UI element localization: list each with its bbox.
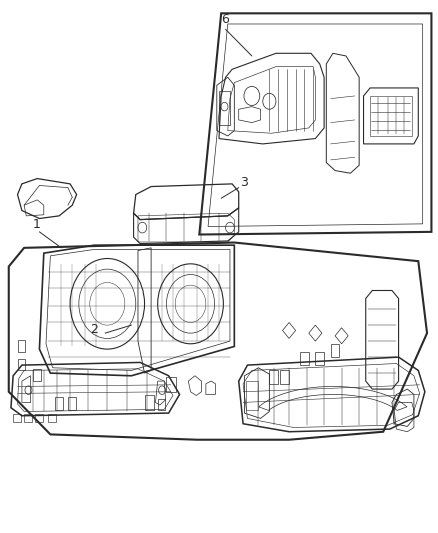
- Text: 2: 2: [90, 323, 98, 336]
- Bar: [246, 381, 258, 410]
- Bar: [35, 414, 43, 422]
- Text: 1: 1: [33, 218, 41, 231]
- Bar: [269, 370, 278, 384]
- Text: 3: 3: [240, 176, 248, 189]
- Bar: [33, 369, 41, 381]
- Bar: [13, 414, 21, 422]
- Bar: [158, 399, 165, 410]
- Bar: [370, 96, 412, 136]
- Bar: [68, 397, 76, 410]
- Bar: [48, 414, 56, 422]
- Bar: [280, 370, 289, 384]
- Bar: [315, 352, 324, 365]
- Bar: [55, 397, 63, 410]
- Text: 6: 6: [221, 13, 229, 26]
- Bar: [24, 414, 32, 422]
- Bar: [166, 377, 176, 392]
- Bar: [331, 344, 339, 357]
- Bar: [219, 91, 230, 125]
- Bar: [18, 340, 25, 352]
- Bar: [300, 352, 309, 365]
- Bar: [145, 395, 154, 410]
- Bar: [18, 359, 25, 370]
